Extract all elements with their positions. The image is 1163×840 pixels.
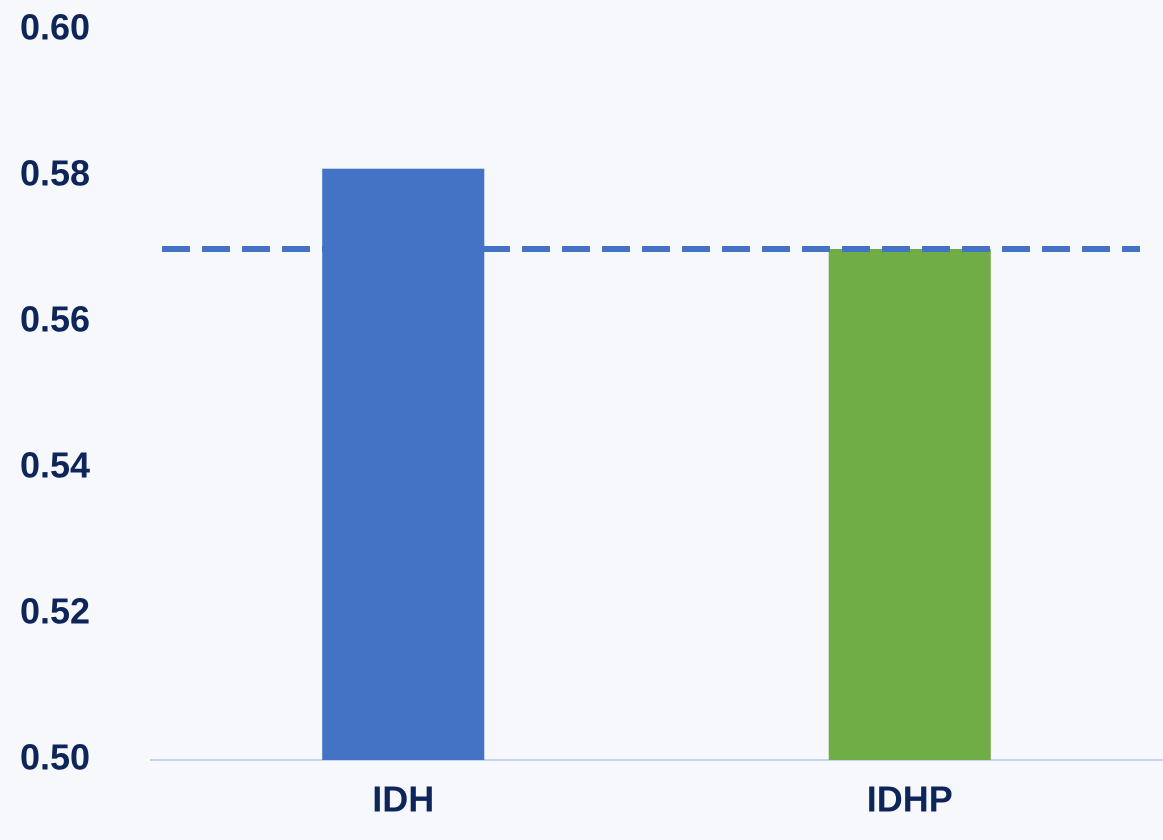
y-tick-label: 0.52	[20, 591, 90, 632]
y-tick-label: 0.60	[20, 7, 90, 48]
y-tick-label: 0.50	[20, 737, 90, 778]
y-tick-label: 0.56	[20, 299, 90, 340]
bar	[322, 168, 485, 760]
x-tick-label: IDHP	[867, 779, 953, 820]
x-tick-label: IDH	[372, 779, 434, 820]
bar	[828, 249, 991, 760]
y-tick-label: 0.58	[20, 153, 90, 194]
y-tick-label: 0.54	[20, 445, 90, 486]
